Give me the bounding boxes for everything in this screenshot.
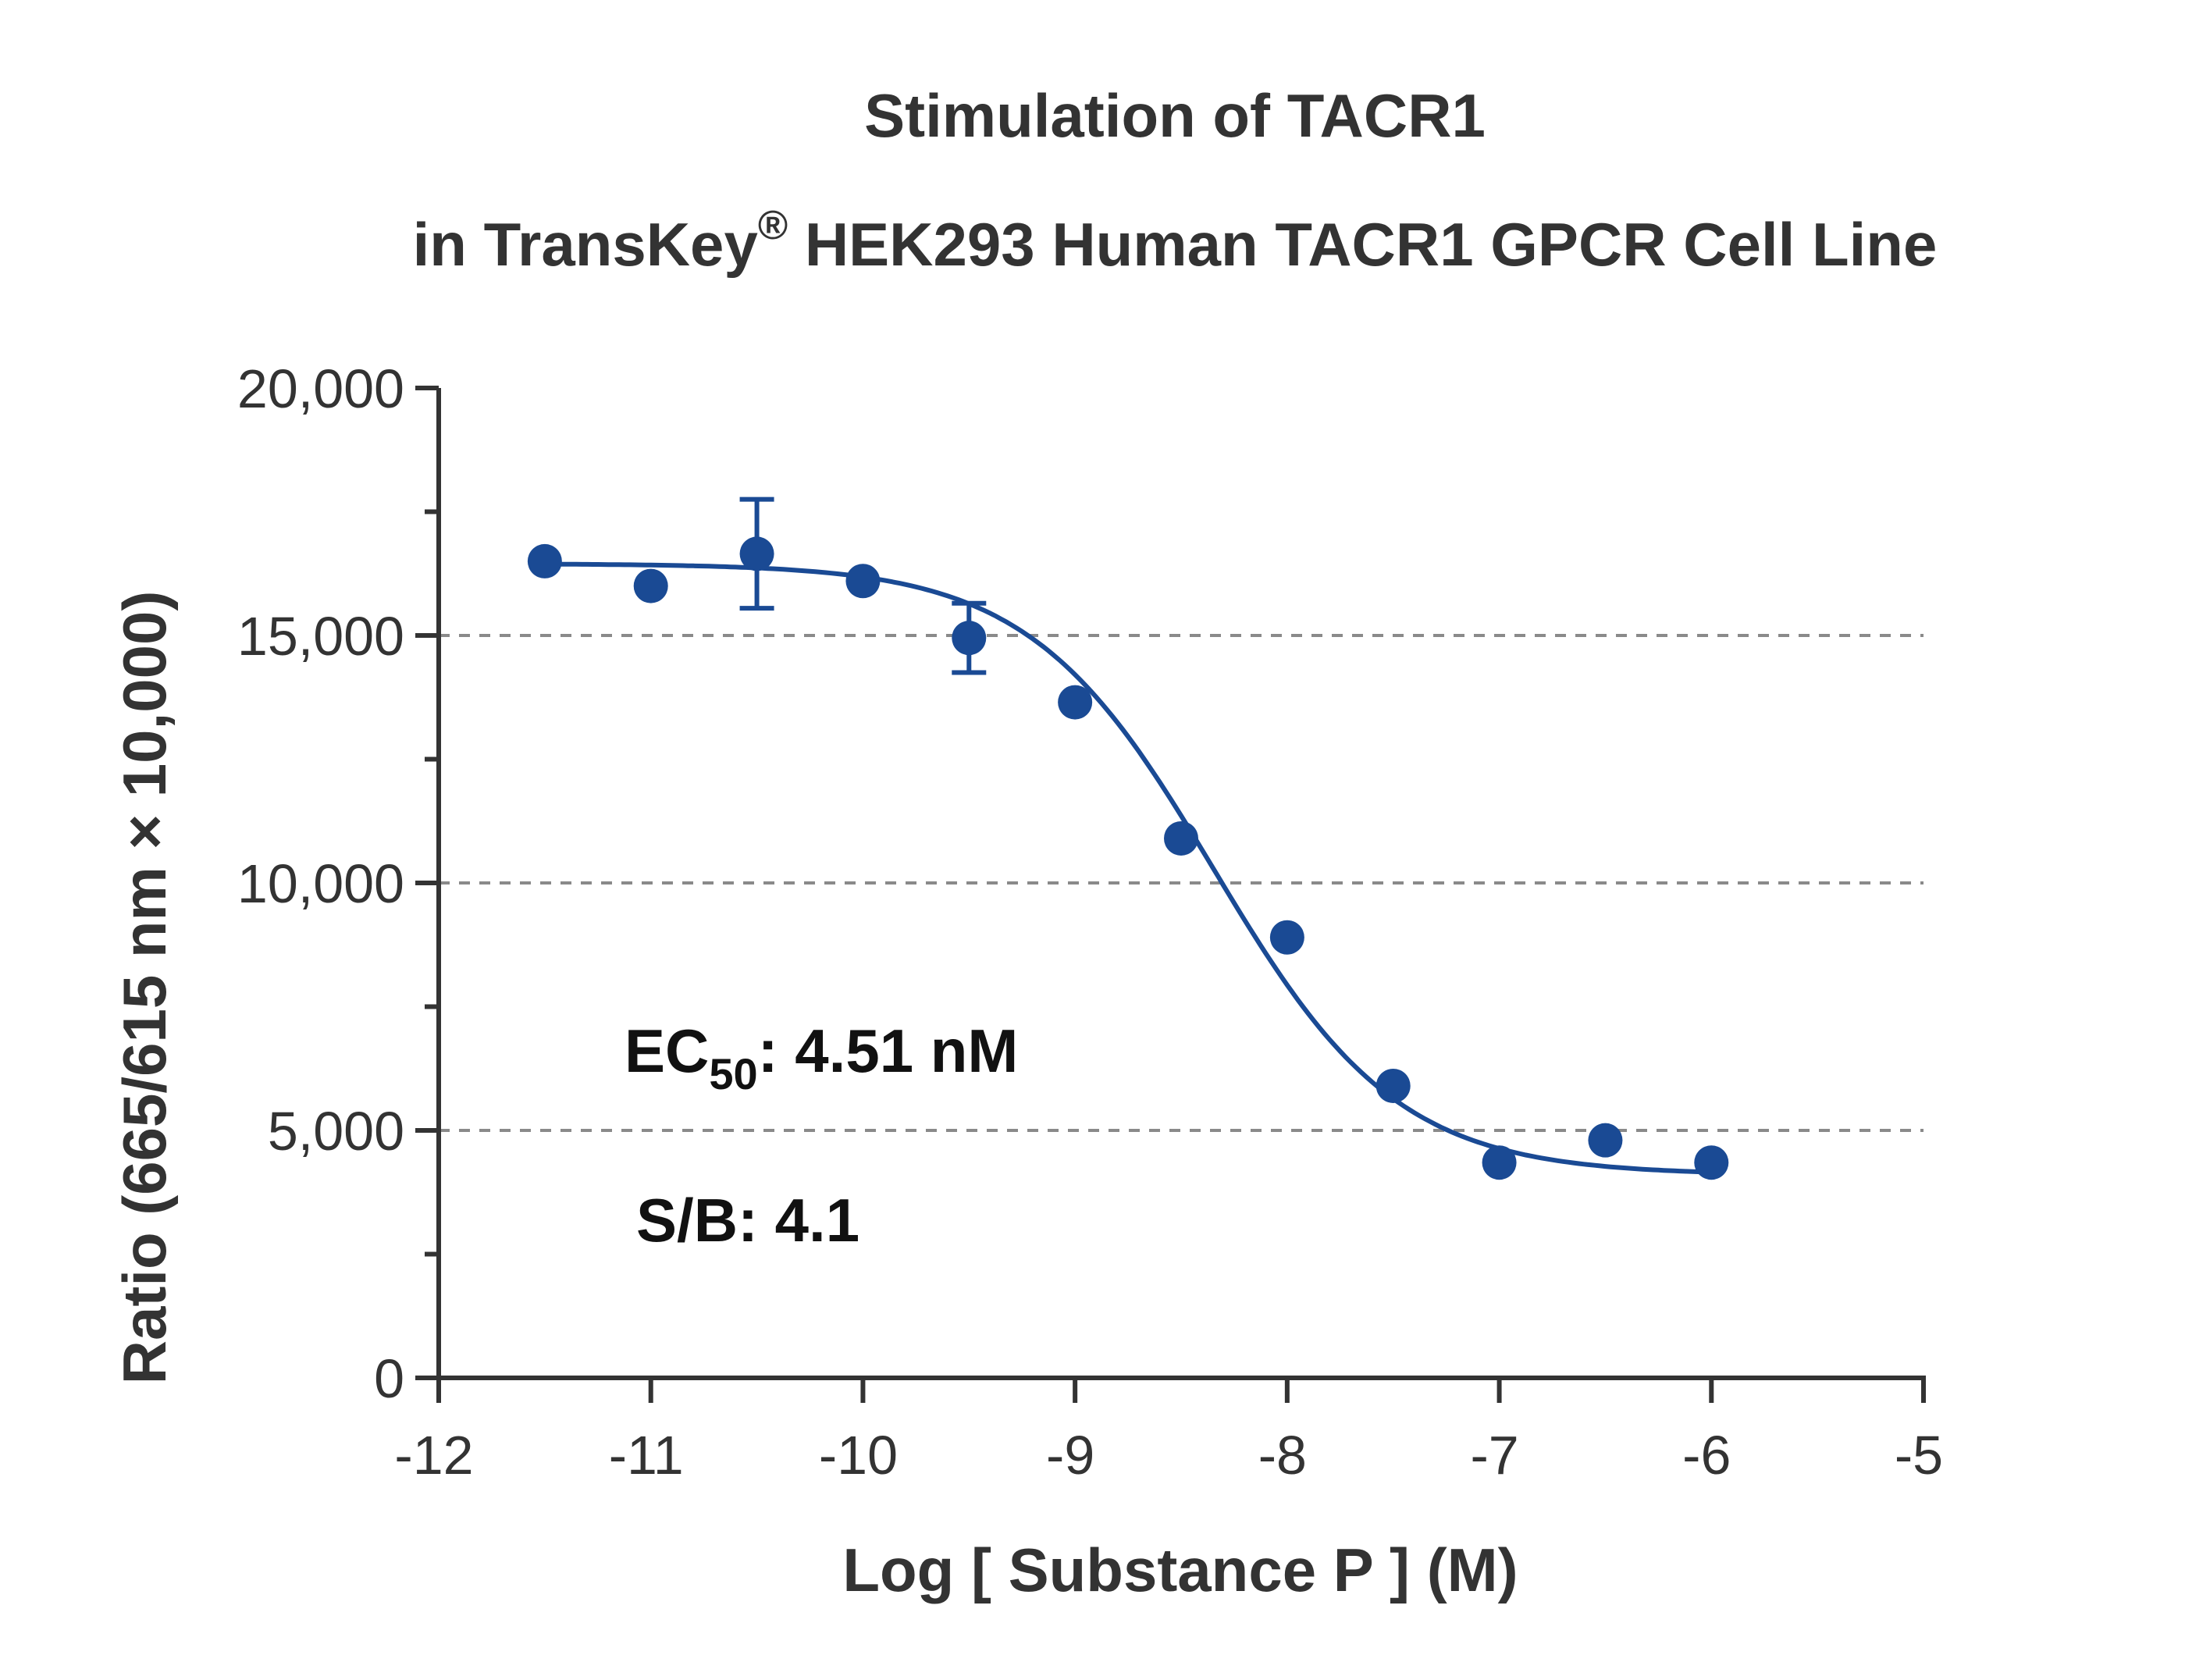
x-tick-label: -10: [819, 1425, 898, 1486]
x-tick-label: -9: [1046, 1425, 1094, 1486]
data-point: [1482, 1145, 1517, 1180]
fit-curve-layer: [544, 561, 1712, 1175]
chart-title-line2-pre: in TransKey: [413, 210, 758, 279]
data-point: [739, 536, 774, 571]
ec50-prefix: EC: [625, 1016, 709, 1085]
y-axis-title: Ratio (665/615 nm × 10,000): [110, 591, 179, 1385]
data-points: [527, 497, 1729, 1180]
data-point: [845, 564, 881, 599]
ec50-value: : 4.51 nM: [758, 1016, 1019, 1085]
data-point: [1058, 685, 1093, 720]
data-point: [1375, 1068, 1411, 1103]
gridlines: [439, 634, 1924, 1132]
ec50-annotation: EC50: 4.51 nM: [625, 1016, 1018, 1098]
x-tick-label: -12: [394, 1425, 473, 1486]
x-tick-label: -7: [1470, 1425, 1518, 1486]
axes: [415, 386, 1926, 1403]
y-tick-label: 5,000: [268, 1101, 404, 1162]
tick-labels: 0 5,000 10,000 15,000 20,000 -12 -11 -10 -9 -8 -7 -…: [237, 358, 1943, 1486]
x-tick-label: -6: [1682, 1425, 1731, 1486]
chart-title-line2: in TransKey® HEK293 Human TACR1 GPCR Cel…: [413, 203, 1938, 279]
chart-title-registered-mark: ®: [758, 203, 788, 248]
y-tick-label: 10,000: [237, 853, 404, 914]
fit-curve: [544, 561, 1712, 1175]
data-point: [1694, 1145, 1729, 1180]
data-point: [1164, 820, 1198, 856]
ec50-subscript: 50: [709, 1049, 757, 1098]
x-tick-label: -8: [1258, 1425, 1307, 1486]
x-tick-label: -5: [1895, 1425, 1943, 1486]
y-tick-label: 20,000: [237, 358, 404, 419]
chart-title-line2-post: HEK293 Human TACR1 GPCR Cell Line: [788, 210, 1937, 279]
data-point: [527, 543, 562, 578]
chart-title-line1: Stimulation of TACR1: [864, 81, 1486, 150]
data-point: [1588, 1123, 1623, 1158]
x-axis-title: Log [ Substance P ] (M): [842, 1536, 1518, 1604]
signal-background-annotation: S/B: 4.1: [636, 1186, 859, 1255]
data-point: [1269, 920, 1304, 955]
y-tick-label: 15,000: [237, 606, 404, 667]
y-tick-label: 0: [374, 1348, 404, 1409]
x-tick-label: -11: [609, 1425, 684, 1486]
data-point: [633, 568, 668, 603]
data-point: [952, 621, 987, 656]
